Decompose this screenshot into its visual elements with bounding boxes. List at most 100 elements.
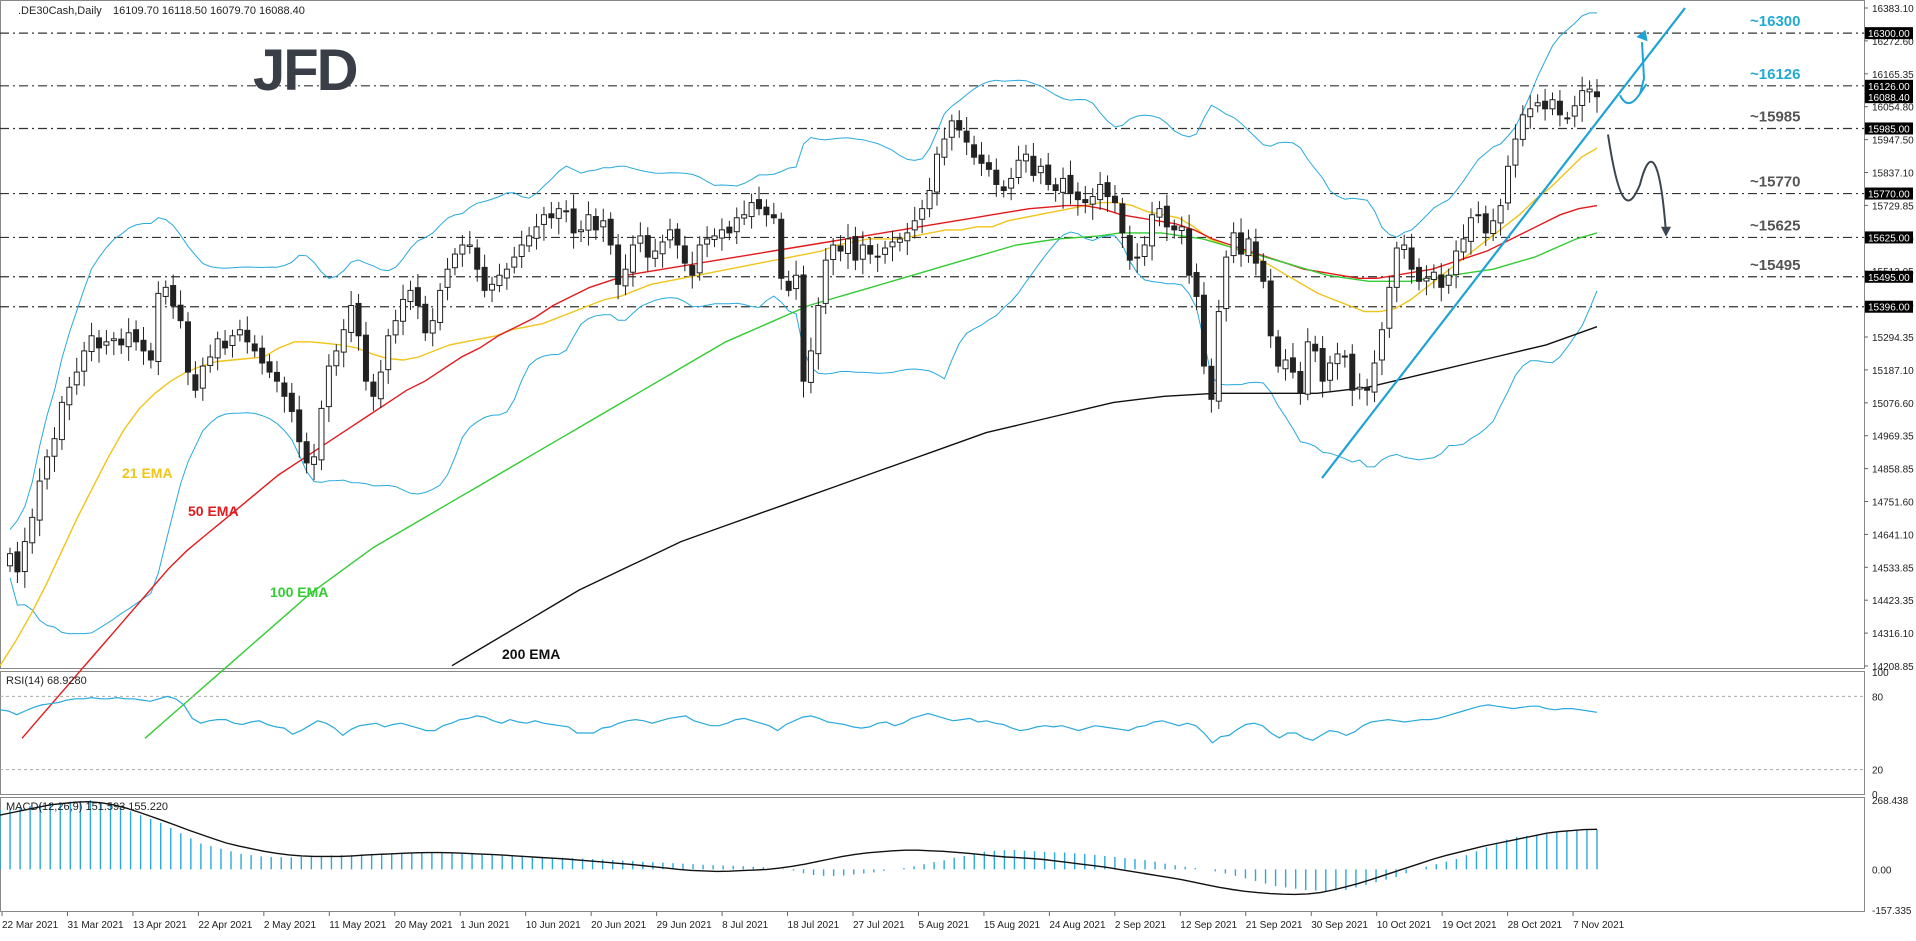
candle-body [103,341,110,346]
candle-body [1097,183,1104,201]
candle-body [1401,244,1408,251]
level-box-label: 16300.00 [1868,29,1910,40]
candle-body [1423,277,1430,282]
candle-body [667,229,674,241]
candle-body [29,516,36,544]
candle-body [1289,357,1296,373]
candle-body [303,441,310,464]
candle-body [985,162,992,170]
macd-tick-label: 268.438 [1872,796,1909,807]
time-tick-label: 11 May 2021 [329,920,387,931]
candle-body [963,130,970,143]
level-box [1865,27,1913,40]
candlesticks [7,76,1600,588]
ema21-line [0,147,1598,667]
candle-body [1260,260,1267,282]
price-tick-label: 14316.10 [1872,629,1914,640]
candle-body [1223,256,1230,310]
macd-tick-label: 0.00 [1872,865,1892,876]
time-tick-label: 22 Mar 2021 [2,920,59,931]
time-tick-label: 18 Jul 2021 [788,920,840,931]
candle-body [251,343,258,352]
time-tick-label: 19 Oct 2021 [1442,920,1497,931]
level-label: ~16126 [1750,66,1800,83]
candle-body [882,247,889,255]
candle-body [1527,108,1534,118]
candle-body [704,238,711,245]
candle-body [1141,244,1148,257]
time-tick-label: 15 Aug 2021 [984,920,1041,931]
candle-body [370,381,377,397]
candle-body [496,274,503,287]
candle-body [1408,247,1415,270]
candle-body [95,337,102,349]
candle-body [1104,182,1111,198]
candle-body [1134,256,1141,259]
candle-body [266,361,273,373]
candle-body [622,268,629,287]
candle-body [66,386,73,406]
candle-body [1052,184,1059,192]
candle-body [1416,266,1423,282]
candle-body [489,283,496,291]
candle-body [459,244,466,255]
time-tick-label: 27 Jul 2021 [853,920,905,931]
price-tick-label: 14641.10 [1872,530,1914,541]
price-tick-label: 15294.35 [1872,333,1914,344]
candle-body [1008,177,1015,189]
bullish-path-arrow [1619,42,1647,105]
candle-body [1534,102,1541,107]
candle-body [1356,386,1363,390]
rsi-panel-frame [0,671,1865,795]
candle-body [118,338,125,346]
candle-body [1149,214,1156,247]
candle-body [726,226,733,234]
candle-body [837,245,844,252]
candle-body [533,226,540,239]
time-tick-label: 7 Nov 2021 [1573,920,1625,931]
candle-body [896,238,903,243]
last-price-box [1865,91,1913,104]
candle-body [444,268,451,288]
candle-body [192,374,199,391]
candle-body [155,292,162,363]
candle-body [511,256,518,268]
time-tick-label: 13 Apr 2021 [133,920,187,931]
candle-body [451,253,458,269]
level-box [1865,300,1913,313]
candle-body [311,456,318,465]
candle-body [207,356,214,366]
candle-body [1334,353,1341,365]
candle-body [1327,362,1334,381]
time-tick-label: 10 Oct 2021 [1377,920,1432,931]
candle-body [1571,105,1578,117]
candle-body [1542,100,1549,110]
time-tick-label: 2 May 2021 [264,920,317,931]
price-tick-label: 16272.60 [1872,37,1914,48]
candle-body [400,298,407,322]
candle-body [1430,271,1437,280]
candle-body [385,335,392,371]
rsi-tick-label: 20 [1872,766,1884,777]
candle-body [222,340,229,349]
ema200-line [451,326,1598,667]
candle-body [1512,138,1519,166]
candle-body [1215,311,1222,402]
level-box [1865,79,1913,92]
candle-body [355,302,362,337]
candle-body [236,329,243,336]
candle-body [1386,286,1393,329]
price-tick-label: 14751.60 [1872,498,1914,509]
candle-body [1111,195,1118,204]
candle-body [1238,232,1245,255]
level-lines [0,32,1864,308]
candle-body [273,371,280,382]
candle-body [125,332,132,348]
candle-body [422,303,429,334]
candle-body [1074,191,1081,201]
level-box-label: 15985.00 [1868,124,1910,135]
candle-body [1475,214,1482,217]
candle-body [993,169,1000,185]
